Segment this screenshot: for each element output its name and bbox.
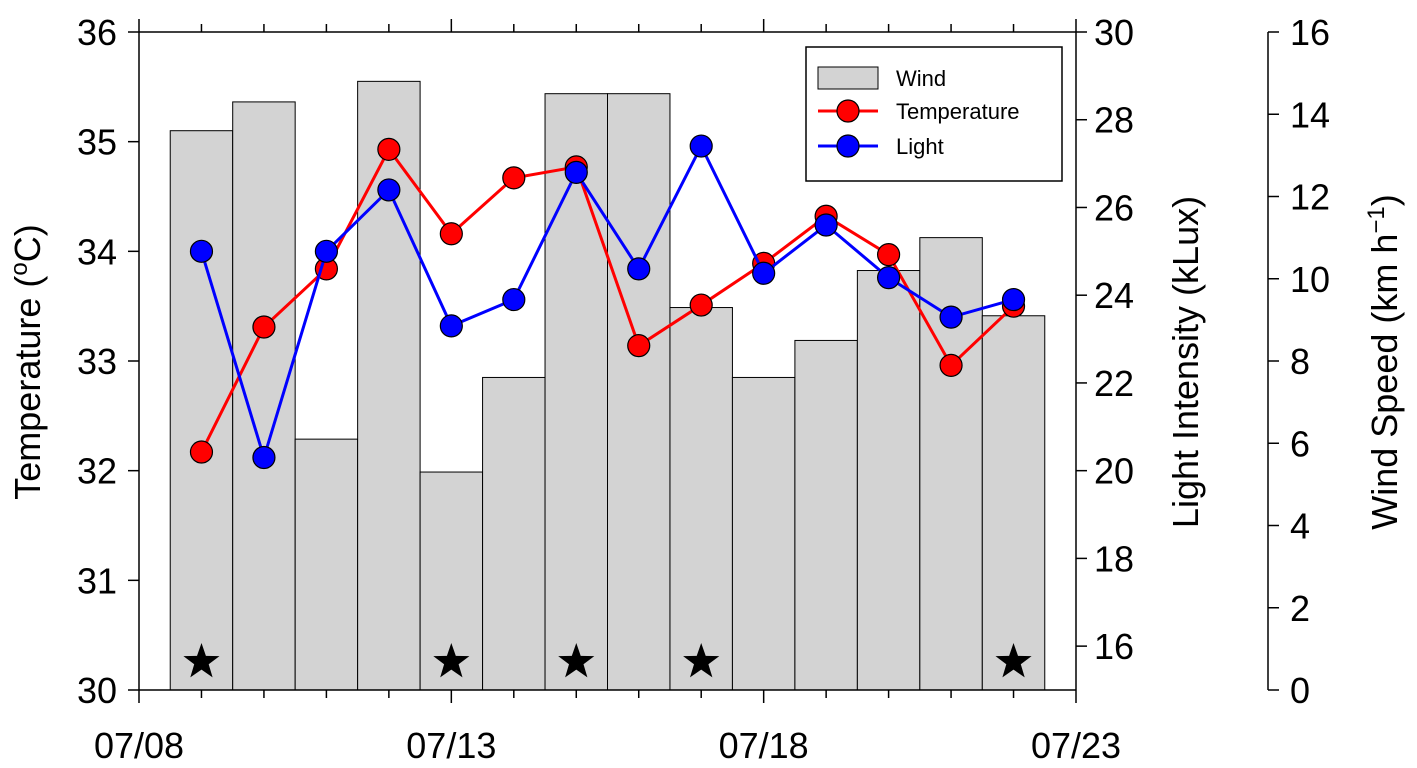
light-point	[252, 445, 276, 470]
wind-bar	[794, 339, 858, 691]
light-point	[189, 239, 214, 263]
temperature-point	[252, 315, 276, 339]
wind-bar	[919, 237, 983, 691]
light-path	[200, 142, 1014, 463]
wind-tick-label: 10	[1290, 259, 1330, 300]
x-tick-label: 07/08	[94, 725, 184, 766]
temperature-point	[939, 353, 963, 377]
light-tick-label: 26	[1094, 187, 1134, 228]
light-point	[876, 266, 901, 290]
light-point	[752, 261, 776, 285]
wind-tick-label: 0	[1290, 670, 1310, 711]
wind-tick-label: 14	[1290, 94, 1330, 135]
temperature-point	[439, 222, 463, 246]
light-point	[627, 257, 651, 281]
light-point	[1001, 287, 1026, 312]
light-tick-label: 22	[1094, 363, 1134, 404]
temperature-tick-label: 32	[77, 451, 117, 492]
star-marker	[558, 643, 595, 678]
light-point	[689, 134, 713, 158]
wind-axis-title: Wind Speed (km h−1)	[1363, 194, 1406, 530]
wind-bar	[232, 101, 296, 691]
legend: Wind Temperature Light	[805, 46, 1063, 182]
axes: 3031323334353616182022242628300246810121…	[77, 12, 1330, 766]
temperature-point	[377, 137, 401, 161]
wind-bars	[169, 80, 1046, 691]
temperature-point	[502, 166, 526, 190]
temperature-point	[627, 334, 651, 358]
temperature-tick-label: 30	[77, 670, 117, 711]
temperature-axis-title: Temperature (oC)	[6, 224, 49, 499]
star-marker	[433, 643, 470, 678]
wind-tick-label: 8	[1290, 341, 1310, 382]
temperature-point	[689, 293, 713, 317]
x-tick-label: 07/13	[406, 725, 496, 766]
light-point	[564, 160, 588, 184]
legend-wind-label: Wind	[896, 66, 946, 91]
star-marker	[183, 643, 220, 678]
wind-bar	[856, 270, 921, 691]
light-tick-label: 24	[1094, 275, 1134, 316]
wind-tick-label: 16	[1290, 12, 1330, 53]
light-point	[377, 178, 401, 202]
wind-tick-label: 2	[1290, 588, 1310, 629]
temperature-tick-label: 33	[77, 341, 117, 382]
light-axis-title: Light Intensity (kLux)	[1165, 196, 1206, 528]
legend-temperature-marker	[836, 99, 860, 123]
x-tick-label: 07/18	[719, 725, 809, 766]
wind-bar	[669, 307, 733, 691]
star-marker	[683, 643, 720, 678]
temperature-point	[876, 243, 901, 267]
light-point	[939, 305, 963, 329]
light-line	[189, 134, 1026, 470]
light-point	[502, 287, 526, 312]
light-tick-label: 16	[1094, 626, 1134, 667]
light-point	[314, 239, 338, 263]
wind-tick-label: 4	[1290, 506, 1310, 547]
wind-tick-label: 12	[1290, 177, 1330, 218]
star-marker	[995, 643, 1032, 678]
temperature-tick-label: 36	[77, 12, 117, 53]
light-point	[439, 314, 463, 338]
temperature-tick-label: 31	[77, 560, 117, 601]
wind-tick-label: 6	[1290, 423, 1310, 464]
wind-bar	[294, 438, 359, 691]
temperature-tick-label: 35	[77, 122, 117, 163]
legend-light-marker	[836, 134, 860, 158]
wind-bar	[731, 376, 796, 691]
wind-bar	[607, 93, 671, 691]
light-tick-label: 18	[1094, 538, 1134, 579]
legend-temperature-label: Temperature	[896, 99, 1020, 124]
light-tick-label: 20	[1094, 451, 1134, 492]
light-tick-label: 28	[1094, 100, 1134, 141]
wind-bar	[981, 315, 1046, 691]
x-tick-label: 07/23	[1031, 725, 1121, 766]
temperature-tick-label: 34	[77, 231, 117, 272]
legend-wind-swatch	[817, 66, 879, 90]
star-markers	[183, 643, 1032, 678]
wind-bar	[482, 376, 546, 691]
legend-light-label: Light	[896, 134, 944, 159]
light-tick-label: 30	[1094, 12, 1134, 53]
light-point	[814, 213, 838, 237]
wind-bar	[357, 80, 421, 691]
temperature-point	[189, 440, 214, 464]
